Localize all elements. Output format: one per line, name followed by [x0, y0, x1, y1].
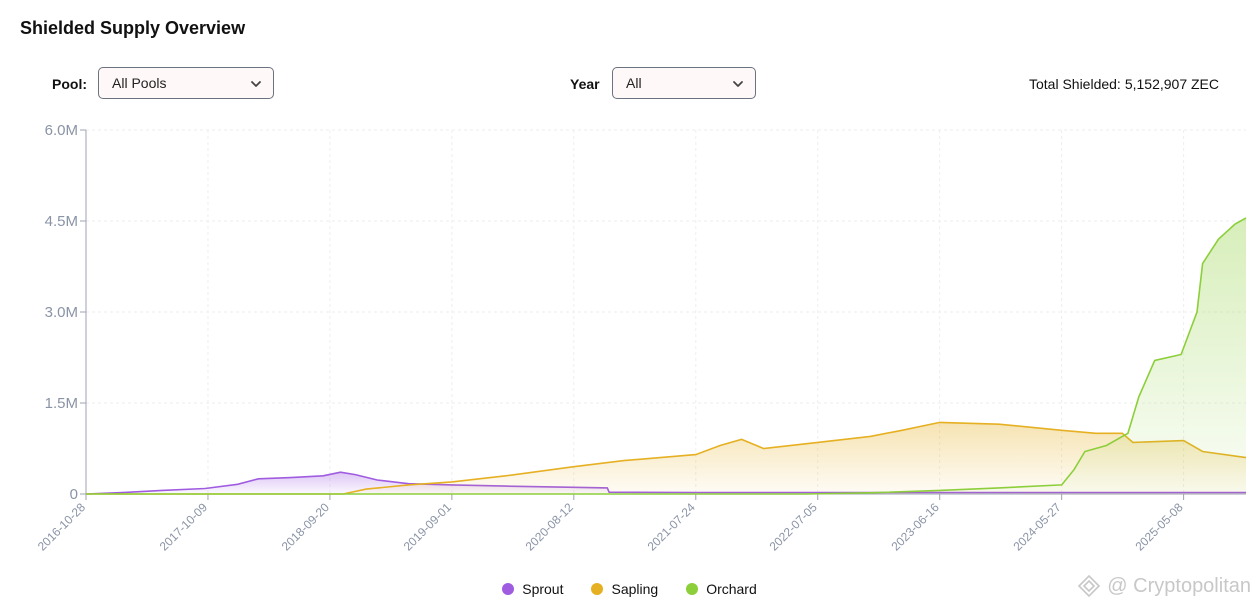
x-tick-label: 2016-10-28	[35, 500, 89, 554]
legend-swatch-sapling	[591, 583, 604, 595]
x-tick-label: 2017-10-09	[157, 500, 211, 554]
x-tick-label: 2022-07-05	[767, 500, 821, 554]
x-tick-label: 2023-06-16	[889, 500, 943, 554]
legend-item-orchard[interactable]: Orchard	[686, 581, 757, 597]
total-shielded: Total Shielded: 5,152,907 ZEC	[1029, 76, 1219, 92]
year-label: Year	[570, 76, 600, 92]
y-tick-label: 1.5M	[45, 395, 78, 412]
pool-label: Pool:	[52, 76, 87, 92]
y-tick-label: 6.0M	[45, 122, 78, 139]
pool-select-value: All Pools	[112, 75, 167, 91]
legend-item-sprout[interactable]: Sprout	[502, 581, 563, 597]
legend-item-sapling[interactable]: Sapling	[591, 581, 658, 597]
page-title: Shielded Supply Overview	[20, 18, 246, 38]
pool-select[interactable]: All Pools	[98, 67, 274, 99]
chevron-down-icon	[733, 81, 743, 87]
year-select-value: All	[626, 75, 642, 91]
series-area-orchard	[86, 218, 1246, 494]
y-tick-label: 4.5M	[45, 213, 78, 230]
watermark: @ Cryptopolitan	[1077, 574, 1251, 598]
watermark-text: @ Cryptopolitan	[1107, 574, 1251, 597]
logo-icon	[1078, 574, 1101, 598]
x-tick-label: 2019-09-01	[401, 500, 455, 554]
y-tick-label: 3.0M	[45, 304, 78, 321]
y-tick-label: 0	[70, 486, 78, 503]
x-tick-label: 2021-07-24	[645, 500, 699, 554]
total-shielded-label: Total Shielded:	[1028, 76, 1121, 92]
legend-swatch-sprout	[502, 583, 515, 595]
shielded-supply-chart: 0 1.5M 3.0M 4.5M 6.0M 2016-10-28 2017-10-09 201…	[35, 122, 1247, 554]
legend-label-sprout: Sprout	[522, 581, 564, 597]
legend-swatch-orchard	[686, 583, 699, 595]
total-shielded-value: 5,152,907 ZEC	[1124, 76, 1219, 92]
chevron-down-icon	[251, 81, 261, 87]
legend-label-sapling: Sapling	[611, 581, 659, 597]
x-tick-label: 2020-08-12	[523, 500, 577, 554]
legend-label-orchard: Orchard	[706, 581, 757, 597]
x-tick-label: 2018-09-20	[279, 500, 333, 554]
year-select[interactable]: All	[612, 67, 756, 99]
x-tick-label: 2024-05-27	[1010, 500, 1064, 554]
x-tick-label: 2025-05-08	[1132, 500, 1186, 554]
chart-legend: Sprout Sapling Orchard	[0, 581, 1259, 597]
series-area-sapling	[86, 422, 1246, 494]
series-line-orchard	[86, 217, 1247, 495]
